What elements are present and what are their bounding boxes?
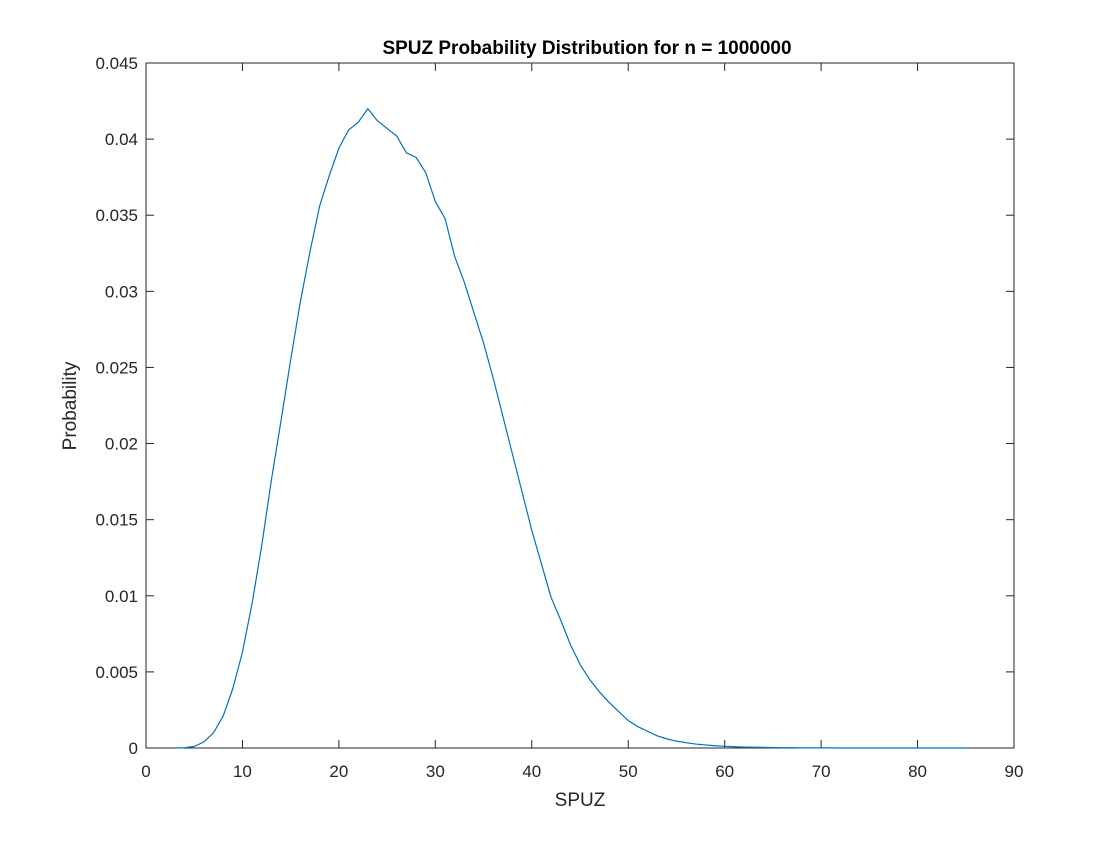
x-tick-label: 30	[426, 762, 445, 781]
x-tick-label: 60	[715, 762, 734, 781]
series-line-1	[174, 108, 966, 749]
y-tick-label: 0.015	[95, 511, 138, 530]
y-axis-ticks: 0 0.005 0.01 0.015 0.02 0.025 0.03 0.035 0.04 0.0…	[95, 54, 1014, 758]
plot-box	[145, 62, 1015, 749]
series-group	[174, 108, 966, 749]
y-tick-label: 0.005	[95, 663, 138, 682]
x-tick-label: 80	[908, 762, 927, 781]
y-axis-label: Probability	[60, 361, 81, 450]
plot-area	[145, 62, 1015, 749]
y-tick-label: 0.04	[105, 130, 138, 149]
x-tick-label: 10	[233, 762, 252, 781]
x-tick-label: 90	[1005, 762, 1024, 781]
chart-title: SPUZ Probability Distribution for n = 10…	[382, 38, 791, 59]
x-axis-label: SPUZ	[555, 790, 606, 811]
x-tick-label: 70	[812, 762, 831, 781]
x-tick-label: 20	[329, 762, 348, 781]
y-tick-label: 0.035	[95, 206, 138, 225]
y-tick-label: 0.03	[105, 282, 138, 301]
y-tick-label: 0	[129, 739, 138, 758]
y-tick-label: 0.045	[95, 54, 138, 73]
y-tick-label: 0.02	[105, 435, 138, 454]
x-axis-ticks: 0 10 20 30 40 50 60 70 80 90	[141, 63, 1023, 781]
x-tick-label: 0	[141, 762, 150, 781]
y-tick-label: 0.025	[95, 358, 138, 377]
x-tick-label: 40	[522, 762, 541, 781]
y-tick-label: 0.01	[105, 587, 138, 606]
x-tick-label: 50	[619, 762, 638, 781]
